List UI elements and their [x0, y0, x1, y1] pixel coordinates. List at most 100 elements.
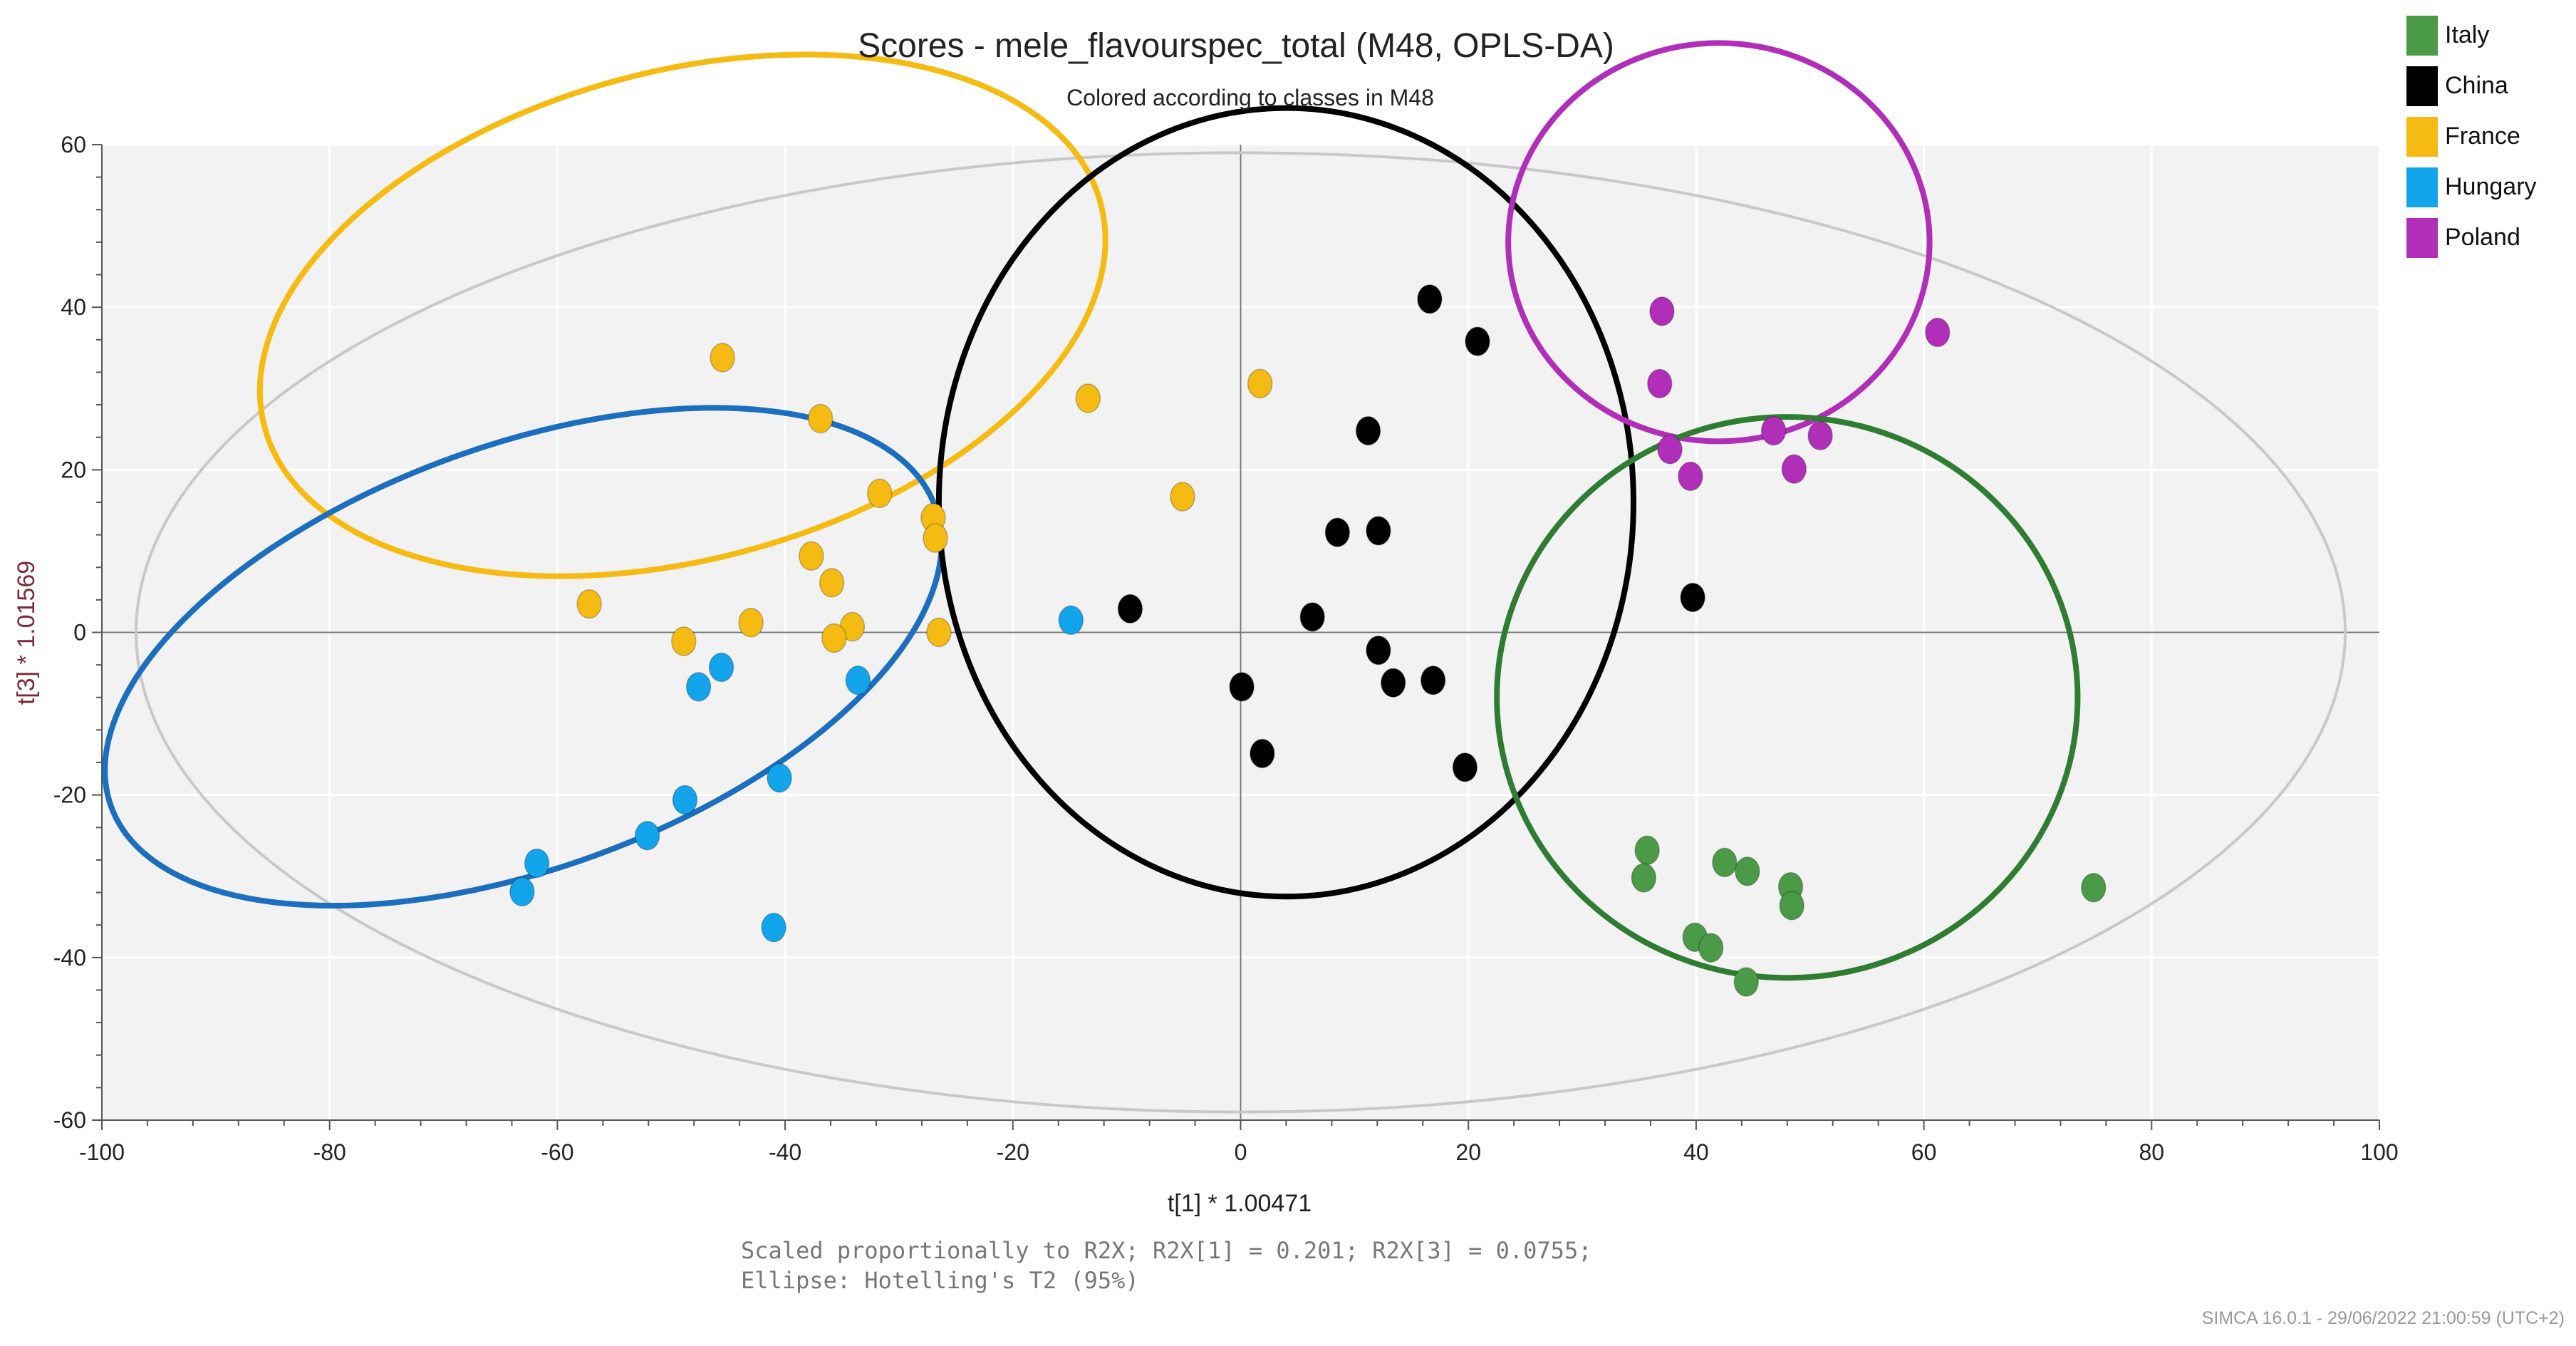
data-point[interactable] [1366, 516, 1391, 546]
data-point[interactable] [1779, 891, 1804, 921]
data-point[interactable] [1646, 368, 1673, 399]
y-tick-label: 40 [61, 294, 86, 320]
data-point[interactable] [821, 623, 847, 653]
software-stamp: SIMCA 16.0.1 - 29/06/2022 21:00:59 (UTC+… [2202, 1308, 2565, 1328]
footnote-line-1: Scaled proportionally to R2X; R2X[1] = 0… [741, 1237, 1591, 1264]
data-point[interactable] [1735, 856, 1760, 886]
data-point[interactable] [738, 608, 764, 638]
data-point[interactable] [1678, 461, 1703, 492]
series-france [576, 343, 1273, 656]
data-point[interactable] [1634, 835, 1660, 865]
series-italy [1631, 835, 2107, 997]
data-point[interactable] [923, 523, 948, 553]
data-point[interactable] [1631, 863, 1657, 893]
legend-swatch [2406, 218, 2438, 258]
legend: Italy China France Hungary Poland [2406, 16, 2537, 258]
series-poland [1646, 296, 1951, 492]
legend-label: Italy [2445, 21, 2489, 48]
y-tick-label: -60 [53, 1107, 86, 1133]
data-point[interactable] [1417, 284, 1443, 314]
x-tick-label: -40 [769, 1139, 801, 1165]
italy-group-ellipse [1494, 414, 2081, 981]
chart-subtitle: Colored according to classes in M48 [1066, 85, 1434, 110]
data-point[interactable] [799, 541, 824, 571]
x-tick-label: 60 [1911, 1139, 1937, 1165]
y-tick-label: 60 [61, 132, 86, 157]
data-point[interactable] [634, 820, 660, 851]
y-tick-label: -20 [53, 782, 86, 808]
x-tick-label: 100 [2360, 1139, 2398, 1165]
data-point[interactable] [1250, 738, 1275, 769]
data-point[interactable] [1247, 368, 1273, 399]
data-point[interactable] [1698, 933, 1724, 963]
data-point[interactable] [761, 912, 786, 943]
data-point[interactable] [671, 626, 697, 656]
x-tick-label: -80 [313, 1139, 346, 1165]
data-point[interactable] [672, 785, 698, 815]
data-point[interactable] [867, 478, 893, 509]
data-point[interactable] [1925, 317, 1951, 348]
data-point[interactable] [1680, 582, 1705, 613]
x-tick-label: 20 [1455, 1139, 1481, 1165]
data-point[interactable] [524, 848, 550, 879]
china-group-ellipse [935, 105, 1636, 900]
poland-group-ellipse [1505, 40, 1933, 445]
legend-swatch [2406, 16, 2438, 56]
data-point[interactable] [710, 343, 735, 373]
data-point[interactable] [1452, 752, 1478, 782]
series-china [1117, 284, 1705, 782]
data-point[interactable] [1355, 415, 1381, 446]
x-tick-label: 0 [1235, 1139, 1247, 1165]
data-point[interactable] [1058, 605, 1084, 636]
data-point[interactable] [1366, 635, 1391, 666]
y-tick-label: 20 [61, 457, 86, 482]
data-point[interactable] [1465, 326, 1490, 356]
chart-title: Scores - mele_flavourspec_total (M48, OP… [858, 27, 1614, 65]
data-point[interactable] [1075, 383, 1101, 413]
x-tick-label: 40 [1683, 1139, 1709, 1165]
y-tick-label: -40 [53, 945, 86, 970]
data-point[interactable] [1733, 967, 1759, 997]
data-point[interactable] [1380, 668, 1406, 698]
data-point[interactable] [1324, 517, 1351, 547]
data-point[interactable] [1420, 666, 1446, 695]
legend-label: China [2445, 72, 2508, 99]
legend-swatch [2406, 66, 2438, 106]
legend-swatch [2406, 117, 2438, 157]
data-point[interactable] [819, 568, 845, 598]
data-point[interactable] [1299, 602, 1325, 632]
x-tick-label: -100 [79, 1139, 125, 1165]
data-point[interactable] [2081, 872, 2107, 903]
data-point[interactable] [1649, 296, 1675, 326]
y-axis-label: t[3] * 1.01569 [13, 561, 40, 705]
data-point[interactable] [1760, 415, 1787, 446]
data-point[interactable] [926, 617, 952, 648]
data-point[interactable] [767, 762, 792, 793]
x-axis-label: t[1] * 1.00471 [1168, 1190, 1312, 1217]
data-point[interactable] [1807, 420, 1833, 451]
x-tick-label: -60 [541, 1139, 573, 1165]
data-point[interactable] [845, 666, 871, 695]
hotelling-t2-ellipse [134, 151, 2347, 1114]
x-tick-label: 80 [2139, 1139, 2165, 1165]
y-tick-label: 0 [73, 620, 86, 646]
data-point[interactable] [685, 672, 712, 702]
legend-swatch [2406, 167, 2438, 207]
data-point[interactable] [1657, 435, 1683, 465]
data-point[interactable] [509, 876, 535, 907]
footnote-line-2: Ellipse: Hotelling's T2 (95%) [741, 1267, 1139, 1294]
series-hungary [509, 605, 1084, 943]
data-point[interactable] [576, 589, 602, 619]
data-point[interactable] [1117, 594, 1143, 624]
data-point[interactable] [807, 403, 833, 434]
legend-label: Hungary [2445, 173, 2537, 200]
data-point[interactable] [1781, 454, 1807, 484]
france-group-ellipse [256, 51, 1108, 579]
data-point[interactable] [1170, 482, 1195, 512]
data-point[interactable] [1229, 672, 1255, 702]
legend-label: Poland [2445, 224, 2520, 251]
x-tick-label: -20 [997, 1139, 1029, 1165]
data-point[interactable] [1712, 847, 1738, 878]
data-point[interactable] [708, 652, 734, 683]
